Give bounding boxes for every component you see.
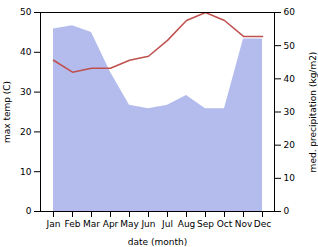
svg-text:Apr: Apr	[103, 219, 119, 229]
svg-text:med. precipitation (kg/m2): med. precipitation (kg/m2)	[308, 52, 318, 173]
svg-text:30: 30	[284, 107, 296, 117]
svg-text:Feb: Feb	[65, 219, 81, 229]
svg-text:max temp (C): max temp (C)	[2, 81, 12, 143]
svg-text:50: 50	[284, 41, 296, 51]
svg-text:0: 0	[26, 206, 32, 216]
svg-text:40: 40	[284, 74, 296, 84]
svg-text:Nov: Nov	[235, 219, 253, 229]
svg-text:40: 40	[20, 47, 32, 57]
svg-text:10: 10	[20, 167, 32, 177]
svg-text:Dec: Dec	[254, 219, 271, 229]
svg-text:30: 30	[20, 87, 32, 97]
svg-text:Jul: Jul	[161, 219, 173, 229]
svg-text:Sep: Sep	[197, 219, 214, 229]
svg-text:20: 20	[20, 127, 32, 137]
svg-text:0: 0	[284, 206, 290, 216]
svg-text:10: 10	[284, 173, 296, 183]
svg-text:Jun: Jun	[140, 219, 155, 229]
svg-text:20: 20	[284, 140, 296, 150]
svg-text:Aug: Aug	[178, 219, 196, 229]
svg-text:date (month): date (month)	[128, 237, 187, 247]
svg-text:May: May	[120, 219, 139, 229]
svg-text:Jan: Jan	[46, 219, 61, 229]
svg-text:Oct: Oct	[217, 219, 233, 229]
svg-text:Mar: Mar	[83, 219, 100, 229]
svg-text:50: 50	[20, 7, 32, 17]
svg-text:60: 60	[284, 7, 296, 17]
